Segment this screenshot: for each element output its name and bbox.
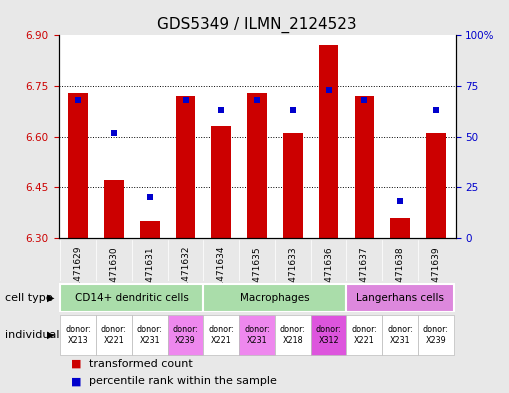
Text: CD14+ dendritic cells: CD14+ dendritic cells bbox=[75, 293, 189, 303]
Text: cell type: cell type bbox=[5, 292, 53, 303]
Bar bbox=[426, 133, 446, 238]
Text: donor:
X231: donor: X231 bbox=[244, 325, 270, 345]
Text: GSM1471635: GSM1471635 bbox=[252, 246, 262, 307]
Text: GSM1471629: GSM1471629 bbox=[74, 246, 82, 307]
Bar bbox=[382, 315, 418, 355]
Text: donor:
X239: donor: X239 bbox=[173, 325, 199, 345]
Text: Langerhans cells: Langerhans cells bbox=[356, 293, 444, 303]
Title: GDS5349 / ILMN_2124523: GDS5349 / ILMN_2124523 bbox=[157, 17, 357, 33]
Text: GSM1471639: GSM1471639 bbox=[432, 246, 440, 307]
Text: donor:
X221: donor: X221 bbox=[351, 325, 377, 345]
Bar bbox=[96, 315, 132, 355]
Text: GSM1471637: GSM1471637 bbox=[360, 246, 369, 307]
Text: GSM1471638: GSM1471638 bbox=[395, 246, 405, 307]
Text: donor:
X231: donor: X231 bbox=[137, 325, 163, 345]
Bar bbox=[68, 93, 88, 238]
Bar bbox=[176, 96, 195, 238]
Bar bbox=[247, 93, 267, 238]
Bar bbox=[211, 127, 231, 238]
Bar bbox=[167, 315, 204, 355]
Text: donor:
X218: donor: X218 bbox=[280, 325, 306, 345]
Text: GSM1471631: GSM1471631 bbox=[145, 246, 154, 307]
Bar bbox=[132, 315, 167, 355]
Bar bbox=[140, 221, 160, 238]
Bar bbox=[310, 315, 347, 355]
Text: ▶: ▶ bbox=[47, 330, 55, 340]
Text: ■: ■ bbox=[71, 358, 82, 369]
Text: donor:
X213: donor: X213 bbox=[65, 325, 91, 345]
Text: percentile rank within the sample: percentile rank within the sample bbox=[89, 376, 277, 386]
Bar bbox=[347, 315, 382, 355]
Text: GSM1471630: GSM1471630 bbox=[109, 246, 119, 307]
Bar bbox=[104, 180, 124, 238]
Text: GSM1471633: GSM1471633 bbox=[288, 246, 297, 307]
Text: GSM1471634: GSM1471634 bbox=[217, 246, 226, 307]
Bar bbox=[204, 284, 347, 312]
Text: ■: ■ bbox=[71, 376, 82, 386]
Text: donor:
X231: donor: X231 bbox=[387, 325, 413, 345]
Text: donor:
X221: donor: X221 bbox=[208, 325, 234, 345]
Bar bbox=[354, 96, 374, 238]
Bar bbox=[275, 315, 310, 355]
Text: GSM1471636: GSM1471636 bbox=[324, 246, 333, 307]
Bar bbox=[319, 46, 338, 238]
Text: donor:
X239: donor: X239 bbox=[423, 325, 449, 345]
Bar bbox=[204, 315, 239, 355]
Bar bbox=[239, 315, 275, 355]
Bar bbox=[418, 315, 454, 355]
Text: individual: individual bbox=[5, 330, 60, 340]
Bar bbox=[347, 284, 454, 312]
Text: GSM1471632: GSM1471632 bbox=[181, 246, 190, 307]
Text: transformed count: transformed count bbox=[89, 358, 193, 369]
Text: Macrophages: Macrophages bbox=[240, 293, 310, 303]
Bar bbox=[390, 217, 410, 238]
Bar bbox=[61, 284, 204, 312]
Bar bbox=[61, 315, 96, 355]
Text: ▶: ▶ bbox=[47, 292, 55, 303]
Bar bbox=[283, 133, 303, 238]
Text: donor:
X312: donor: X312 bbox=[316, 325, 342, 345]
Text: donor:
X221: donor: X221 bbox=[101, 325, 127, 345]
